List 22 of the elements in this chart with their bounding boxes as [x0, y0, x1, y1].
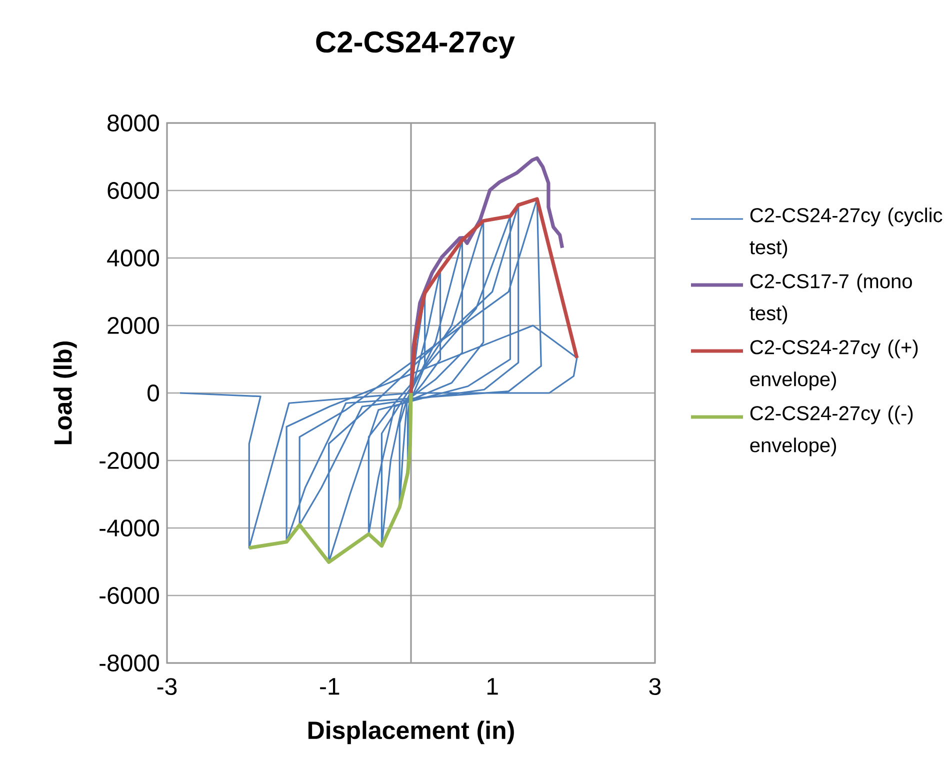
line-series — [409, 197, 579, 395]
legend-label: C2-CS24-27cy (cyclic test) — [750, 208, 942, 258]
y-tick-label: -2000 — [100, 452, 159, 469]
legend-label: C2-CS24-27cy ((+) envelope) — [750, 340, 918, 390]
x-axis-title: Displacement (in) — [308, 720, 514, 744]
y-axis-title: Load (lb) — [54, 341, 77, 444]
y-tick-label: -4000 — [100, 520, 159, 536]
chart-title: C2-CS24-27cy — [316, 31, 515, 59]
y-tick-label: 0 — [148, 384, 160, 402]
y-tick-label: 2000 — [108, 317, 159, 334]
y-tick-label: 6000 — [108, 182, 159, 199]
x-tick-label: -3 — [157, 678, 177, 696]
x-tick-label: 3 — [649, 678, 661, 696]
legend-label: C2-CS24-27cy ((-) envelope) — [750, 406, 913, 456]
y-tick-label: 4000 — [107, 250, 159, 266]
y-tick-label: -8000 — [100, 654, 159, 672]
x-tick-label: 1 — [487, 678, 498, 695]
y-tick-label: -6000 — [100, 587, 159, 604]
x-tick-label: -1 — [320, 678, 340, 695]
line-series — [247, 391, 413, 564]
y-tick-label: 8000 — [108, 114, 159, 132]
legend-label: C2-CS17-7 (mono test) — [750, 274, 912, 324]
